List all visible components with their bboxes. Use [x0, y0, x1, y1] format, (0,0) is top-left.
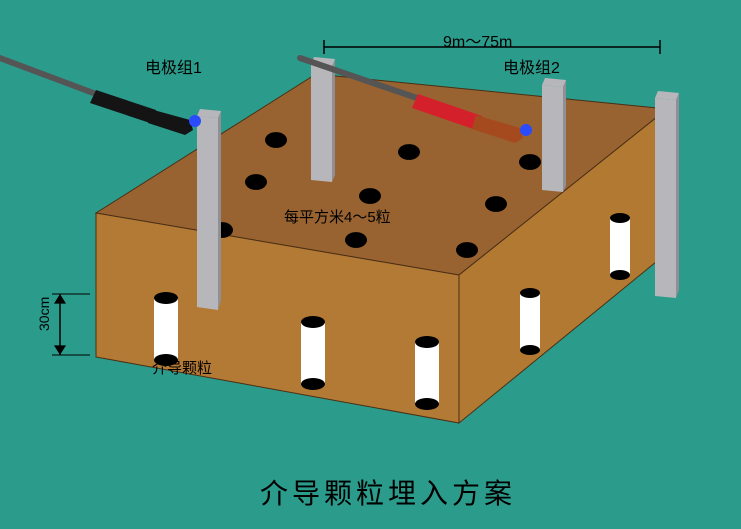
dim-left-label: 30cm	[36, 297, 52, 331]
surface-particle	[245, 174, 267, 190]
electrode-plate-front	[197, 116, 218, 310]
electrode-plate-front	[542, 85, 563, 192]
front-hole-body	[301, 322, 325, 384]
front-hole-body	[154, 298, 178, 360]
center-density-label: 每平方米4～5粒	[284, 206, 391, 227]
electrode-plate-front	[655, 98, 676, 298]
surface-particle	[485, 196, 507, 212]
electrode-plate-side	[332, 59, 335, 182]
surface-particle	[345, 232, 367, 248]
right-hole-body	[520, 293, 540, 350]
front-hole-top	[301, 316, 325, 328]
surface-particle	[398, 144, 420, 160]
right-hole-top	[520, 288, 540, 298]
front-hole-bottom	[301, 378, 325, 390]
electrode2-label: 电极组2	[503, 54, 560, 78]
clamp2-post	[520, 124, 532, 136]
clamp1-post	[189, 115, 201, 127]
electrode-plate-side	[218, 111, 221, 310]
dim-top-label: 9m～75m	[443, 28, 512, 52]
right-hole-body	[610, 218, 630, 275]
surface-particle	[519, 154, 541, 170]
front-hole-body	[415, 342, 439, 404]
title-label: 介导颗粒埋入方案	[260, 472, 516, 512]
particle-label: 介导颗粒	[152, 357, 212, 378]
front-hole-top	[154, 292, 178, 304]
front-hole-top	[415, 336, 439, 348]
surface-particle	[265, 132, 287, 148]
electrode-plate-front	[311, 64, 332, 182]
surface-particle	[359, 188, 381, 204]
electrode1-label: 电极组1	[145, 54, 202, 78]
surface-particle	[456, 242, 478, 258]
electrode-plate-side	[676, 93, 679, 298]
right-hole-top	[610, 213, 630, 223]
electrode-plate-side	[563, 80, 566, 192]
front-hole-bottom	[415, 398, 439, 410]
right-hole-bottom	[520, 345, 540, 355]
right-hole-bottom	[610, 270, 630, 280]
